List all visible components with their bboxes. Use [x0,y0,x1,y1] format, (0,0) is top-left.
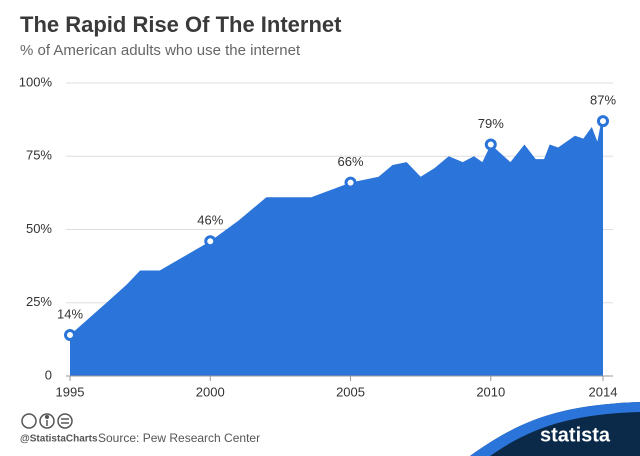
x-tick-label: 1995 [56,384,85,399]
chart-subtitle: % of American adults who use the interne… [20,42,301,59]
point-marker [204,235,217,248]
x-tick-label: 2000 [196,384,225,399]
license-icons [21,413,73,429]
data-label: 87% [590,93,616,108]
data-label: 14% [57,306,83,321]
point-marker [484,138,497,151]
x-tick-label: 2005 [336,384,365,399]
chart-title: The Rapid Rise Of The Internet [20,12,342,37]
y-tick-label: 25% [26,294,52,309]
y-tick-label: 0 [45,367,52,382]
y-tick-label: 100% [19,74,53,89]
data-label: 46% [197,213,223,228]
data-label: 66% [338,154,364,169]
brand-stripe [470,402,640,456]
source: Source: Pew Research Center [98,431,260,445]
point-marker [344,176,357,189]
brand-logo: statista [540,424,611,446]
x-tick-label: 2010 [476,384,505,399]
y-tick-label: 50% [26,221,52,236]
x-tick-label: 2014 [589,384,618,399]
point-marker [64,328,76,341]
brand-banner [470,402,640,456]
y-tick-label: 75% [26,148,52,163]
area [70,121,603,376]
credit: @StatistaCharts [20,434,98,445]
data-label: 79% [478,116,504,131]
point-marker [597,115,609,128]
plot-area: 0 25% 50% 75% 100% 1995 2000 2005 2010 2014 14% 46%… [19,74,618,399]
